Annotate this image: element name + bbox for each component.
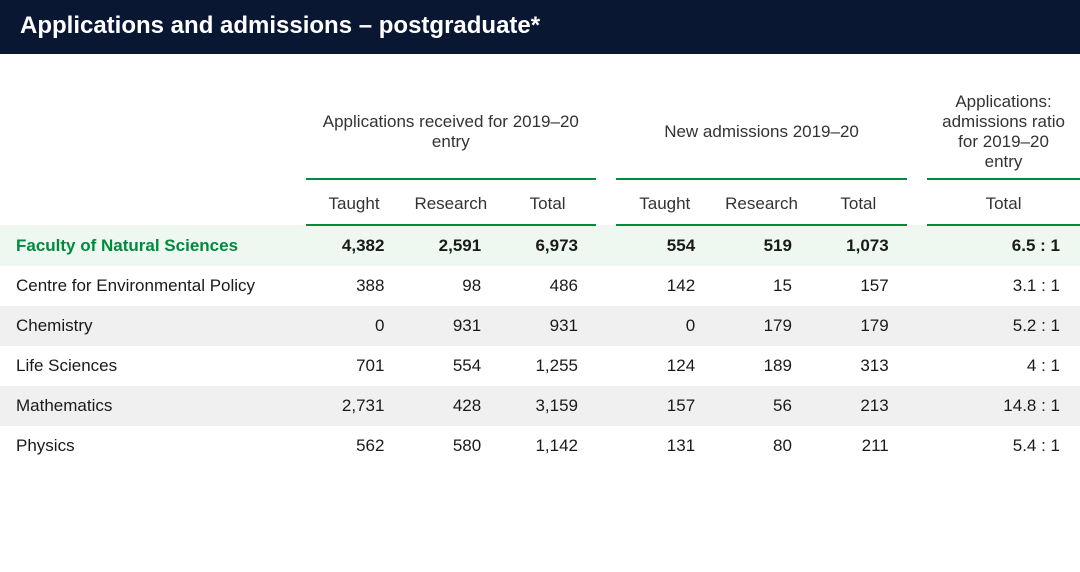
cell-adm-total: 1,073 <box>810 225 907 266</box>
cell-apps-total: 486 <box>499 266 596 306</box>
spacer-cell <box>907 266 927 306</box>
cell-ratio: 4 : 1 <box>927 346 1080 386</box>
col-group-applications: Applications received for 2019–20 entry <box>306 72 596 179</box>
table-row: Mathematics2,7314283,159 15756213 14.8 : 1 <box>0 386 1080 426</box>
cell-adm-taught: 554 <box>616 225 713 266</box>
spacer-cell <box>596 346 616 386</box>
spacer-cell <box>907 306 927 346</box>
col-ratio-total: Total <box>927 179 1080 225</box>
cell-ratio: 5.4 : 1 <box>927 426 1080 466</box>
cell-ratio: 14.8 : 1 <box>927 386 1080 426</box>
cell-adm-research: 179 <box>713 306 810 346</box>
table-row: Chemistry093193101791795.2 : 1 <box>0 306 1080 346</box>
cell-ratio: 5.2 : 1 <box>927 306 1080 346</box>
cell-apps-total: 1,255 <box>499 346 596 386</box>
spacer-cell <box>907 225 927 266</box>
cell-adm-research: 80 <box>713 426 810 466</box>
cell-apps-research: 931 <box>402 306 499 346</box>
cell-adm-taught: 124 <box>616 346 713 386</box>
col-adm-taught: Taught <box>616 179 713 225</box>
cell-apps-research: 2,591 <box>402 225 499 266</box>
spacer-cell <box>596 266 616 306</box>
cell-apps-total: 6,973 <box>499 225 596 266</box>
col-apps-total: Total <box>499 179 596 225</box>
cell-apps-research: 428 <box>402 386 499 426</box>
spacer-cell <box>596 426 616 466</box>
cell-apps-total: 1,142 <box>499 426 596 466</box>
col-group-admissions: New admissions 2019–20 <box>616 72 906 179</box>
cell-apps-taught: 4,382 <box>306 225 403 266</box>
cell-apps-research: 554 <box>402 346 499 386</box>
row-label: Mathematics <box>0 386 306 426</box>
group-header-row: Applications received for 2019–20 entry … <box>0 72 1080 179</box>
cell-adm-taught: 0 <box>616 306 713 346</box>
spacer-cell <box>907 426 927 466</box>
row-label: Life Sciences <box>0 346 306 386</box>
table-row: Faculty of Natural Sciences4,3822,5916,9… <box>0 225 1080 266</box>
col-group-ratio: Applications: admissions ratio for 2019–… <box>927 72 1080 179</box>
cell-adm-total: 157 <box>810 266 907 306</box>
cell-adm-research: 15 <box>713 266 810 306</box>
table-row: Physics5625801,142 13180211 5.4 : 1 <box>0 426 1080 466</box>
cell-adm-total: 179 <box>810 306 907 346</box>
cell-ratio: 6.5 : 1 <box>927 225 1080 266</box>
cell-apps-research: 580 <box>402 426 499 466</box>
cell-adm-taught: 157 <box>616 386 713 426</box>
spacer-cell <box>596 306 616 346</box>
page-title: Applications and admissions – postgradua… <box>0 0 1080 54</box>
cell-adm-research: 519 <box>713 225 810 266</box>
row-label: Physics <box>0 426 306 466</box>
cell-apps-total: 931 <box>499 306 596 346</box>
cell-apps-taught: 2,731 <box>306 386 403 426</box>
col-adm-total: Total <box>810 179 907 225</box>
spacer-cell <box>596 386 616 426</box>
sub-header-row: Taught Research Total Taught Research To… <box>0 179 1080 225</box>
spacer-cell <box>907 386 927 426</box>
cell-adm-research: 56 <box>713 386 810 426</box>
cell-adm-research: 189 <box>713 346 810 386</box>
cell-adm-total: 213 <box>810 386 907 426</box>
cell-apps-research: 98 <box>402 266 499 306</box>
cell-adm-taught: 142 <box>616 266 713 306</box>
cell-apps-taught: 388 <box>306 266 403 306</box>
cell-ratio: 3.1 : 1 <box>927 266 1080 306</box>
col-apps-taught: Taught <box>306 179 403 225</box>
cell-adm-total: 313 <box>810 346 907 386</box>
cell-apps-taught: 0 <box>306 306 403 346</box>
cell-adm-total: 211 <box>810 426 907 466</box>
col-apps-research: Research <box>402 179 499 225</box>
table-body: Faculty of Natural Sciences4,3822,5916,9… <box>0 225 1080 466</box>
cell-apps-taught: 562 <box>306 426 403 466</box>
table-row: Life Sciences7015541,255 124189313 4 : 1 <box>0 346 1080 386</box>
col-adm-research: Research <box>713 179 810 225</box>
cell-apps-taught: 701 <box>306 346 403 386</box>
row-label: Centre for Environmental Policy <box>0 266 306 306</box>
cell-adm-taught: 131 <box>616 426 713 466</box>
table-row: Centre for Environmental Policy38898486 1… <box>0 266 1080 306</box>
cell-apps-total: 3,159 <box>499 386 596 426</box>
spacer-cell <box>596 225 616 266</box>
spacer-cell <box>907 346 927 386</box>
admissions-table: Applications received for 2019–20 entry … <box>0 72 1080 466</box>
row-label: Chemistry <box>0 306 306 346</box>
row-label: Faculty of Natural Sciences <box>0 225 306 266</box>
